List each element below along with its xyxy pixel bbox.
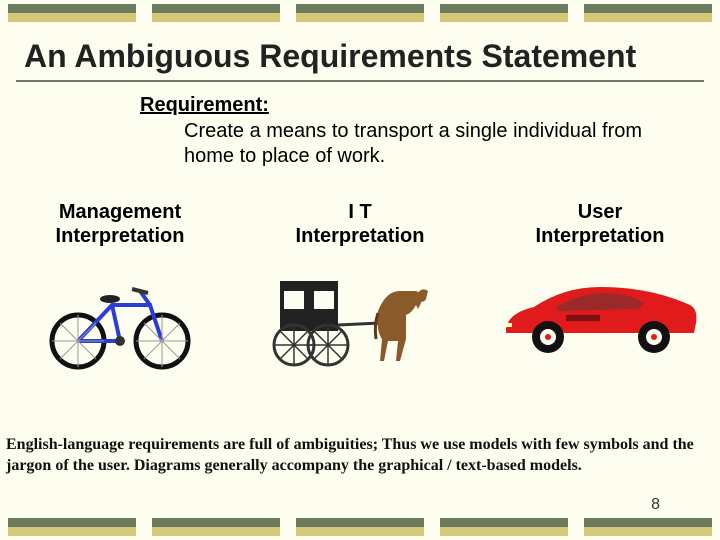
column-heading: Management Interpretation: [10, 200, 230, 248]
column-heading: User Interpretation: [490, 200, 710, 248]
column-management: Management Interpretation: [10, 200, 230, 378]
title-underline: [16, 80, 704, 82]
carriage-icon: [250, 258, 470, 378]
requirement-block: Requirement: Create a means to transport…: [140, 94, 660, 169]
sportscar-icon: [490, 258, 710, 378]
footer-note: English-language requirements are full o…: [6, 435, 714, 477]
column-heading: I T Interpretation: [250, 200, 470, 248]
column-it: I T Interpretation: [250, 200, 470, 378]
requirement-label: Requirement:: [140, 94, 660, 117]
slide-title: An Ambiguous Requirements Statement: [24, 38, 636, 75]
column-user: User Interpretation: [490, 200, 710, 378]
page-number: 8: [651, 496, 660, 514]
top-accent-bars: [0, 4, 720, 22]
bicycle-icon: [10, 258, 230, 378]
requirement-text: Create a means to transport a single ind…: [184, 119, 660, 169]
bottom-accent-bars: [0, 518, 720, 536]
interpretation-columns: Management Interpretation: [0, 200, 720, 378]
